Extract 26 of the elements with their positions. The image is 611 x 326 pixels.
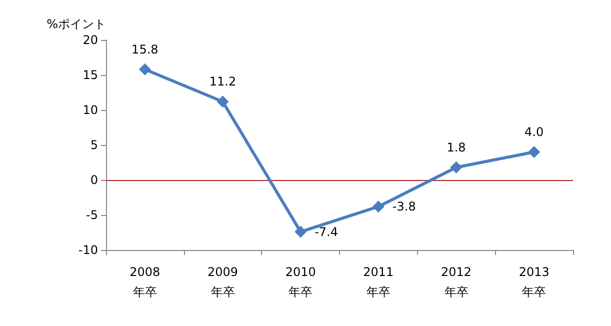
data-label: 15.8 xyxy=(132,42,158,56)
data-label: 4.0 xyxy=(524,125,544,139)
y-tick-label: 0 xyxy=(90,173,98,187)
point xyxy=(450,161,462,174)
y-tick-label: 20 xyxy=(82,33,98,47)
y-tick-label: 5 xyxy=(90,138,98,152)
data-label: -3.8 xyxy=(392,200,416,214)
y-tick-label: 10 xyxy=(82,103,98,117)
data-label: -7.4 xyxy=(314,224,338,239)
y-tick-label: 15 xyxy=(82,68,98,82)
x-tick-label: 2011 年卒 xyxy=(363,265,394,299)
x-tick-label: 2008 年卒 xyxy=(130,265,160,299)
y-axis-title: %ポイント xyxy=(46,17,106,31)
data-label: 1.8 xyxy=(446,140,466,154)
point xyxy=(294,226,307,238)
data-label: 11.2 xyxy=(209,74,236,89)
point xyxy=(372,200,384,213)
x-tick-label: 2013 年卒 xyxy=(518,265,550,299)
x-tick-label: 2012 年卒 xyxy=(440,265,472,299)
point xyxy=(216,96,229,108)
y-tick-label: -10 xyxy=(78,243,98,257)
point xyxy=(138,63,151,76)
x-tick-label: 2010 年卒 xyxy=(285,265,316,299)
point xyxy=(528,146,540,158)
y-tick-label: -5 xyxy=(86,208,98,222)
x-tick-label: 2009 年卒 xyxy=(207,265,238,299)
